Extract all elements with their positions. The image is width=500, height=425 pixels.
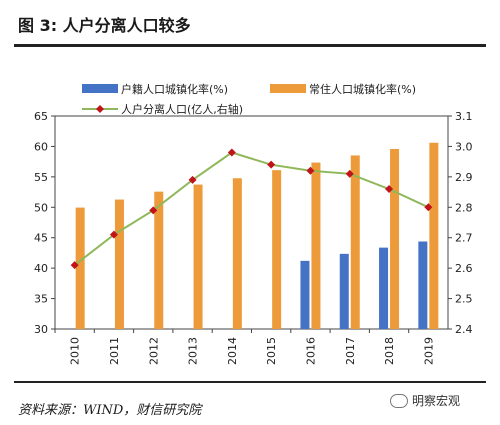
- x-tick-label: 2017: [344, 337, 357, 365]
- line-marker-2011: [109, 230, 118, 239]
- line-marker-2016: [306, 166, 315, 175]
- x-tick-label: 2014: [226, 337, 239, 365]
- bar-resident-2010: [75, 207, 85, 329]
- bar-resident-2018: [390, 148, 400, 329]
- legend-label-separated: 人户分离人口(亿人,右轴): [121, 102, 243, 116]
- x-tick-label: 2010: [69, 337, 82, 365]
- bar-resident-2015: [272, 170, 282, 329]
- x-tick-label: 2019: [422, 337, 435, 365]
- x-tick-label: 2018: [383, 337, 396, 365]
- line-marker-2013: [188, 175, 197, 184]
- line-marker-2012: [149, 206, 158, 215]
- y-left-tick-label: 50: [34, 201, 48, 214]
- x-tick-label: 2013: [187, 337, 200, 365]
- chart-title: 图 3: 人户分离人口较多: [18, 16, 191, 35]
- y-left-tick-label: 40: [34, 262, 48, 275]
- y-right-tick-label: 2.5: [455, 293, 473, 306]
- x-tick-label: 2011: [108, 337, 121, 365]
- y-left-tick-label: 30: [34, 323, 48, 336]
- y-right-tick-label: 2.9: [455, 171, 473, 184]
- legend-label-resident: 常住人口城镇化率(%): [309, 82, 416, 96]
- chart: 30 35 40 45 50 55 60 65 2.4 2.5 2.6 2.7 2.8 2.9 3.0 3.1…: [34, 82, 473, 365]
- x-tick-label: 2012: [147, 337, 160, 365]
- y-right-tick-label: 2.8: [455, 201, 473, 214]
- wechat-icon: [390, 393, 408, 408]
- bar-resident-2013: [193, 184, 203, 329]
- legend-marker-separated: [96, 105, 104, 113]
- plot-frame: [54, 115, 449, 330]
- bar-registered-2018: [379, 247, 389, 329]
- y-right-tick-label: 2.6: [455, 262, 473, 275]
- y-left-tick-label: 35: [34, 293, 48, 306]
- x-tick-label: 2015: [265, 337, 278, 365]
- source-note: 资料来源：WIND，财信研究院: [18, 403, 202, 418]
- y-right-tick-label: 3.1: [455, 110, 473, 123]
- line-marker-2015: [267, 160, 276, 169]
- bottom-rule: [14, 381, 486, 383]
- bar-registered-2019: [418, 241, 428, 329]
- line-marker-2010: [70, 261, 79, 270]
- line-marker-2017: [345, 169, 354, 178]
- bar-registered-2016: [300, 260, 310, 329]
- bar-resident-2016: [311, 162, 321, 329]
- watermark-text: 明察宏观: [412, 394, 461, 408]
- top-rule: [14, 44, 486, 47]
- bar-resident-2012: [154, 191, 164, 329]
- legend-swatch-resident: [270, 84, 306, 93]
- y-right-tick-label: 2.4: [455, 323, 473, 336]
- bar-registered-2017: [339, 253, 349, 329]
- line-marker-2019: [424, 203, 433, 212]
- y-right-tick-label: 2.7: [455, 232, 473, 245]
- y-left-tick-label: 45: [34, 232, 48, 245]
- bar-resident-2019: [429, 142, 439, 329]
- legend-swatch-registered: [82, 84, 118, 93]
- line-marker-2014: [227, 148, 236, 157]
- legend-label-registered: 户籍人口城镇化率(%): [121, 82, 228, 96]
- y-left-tick-label: 55: [34, 171, 48, 184]
- watermark: 明察宏观: [390, 392, 460, 409]
- bar-resident-2014: [232, 178, 242, 329]
- y-left-tick-label: 60: [34, 140, 48, 153]
- y-right-tick-label: 3.0: [455, 140, 473, 153]
- y-left-tick-label: 65: [34, 110, 48, 123]
- bar-resident-2011: [114, 199, 124, 329]
- line-marker-2018: [385, 185, 394, 194]
- line-separated-population: [74, 151, 429, 266]
- bar-resident-2017: [350, 155, 360, 329]
- x-tick-label: 2016: [304, 337, 317, 365]
